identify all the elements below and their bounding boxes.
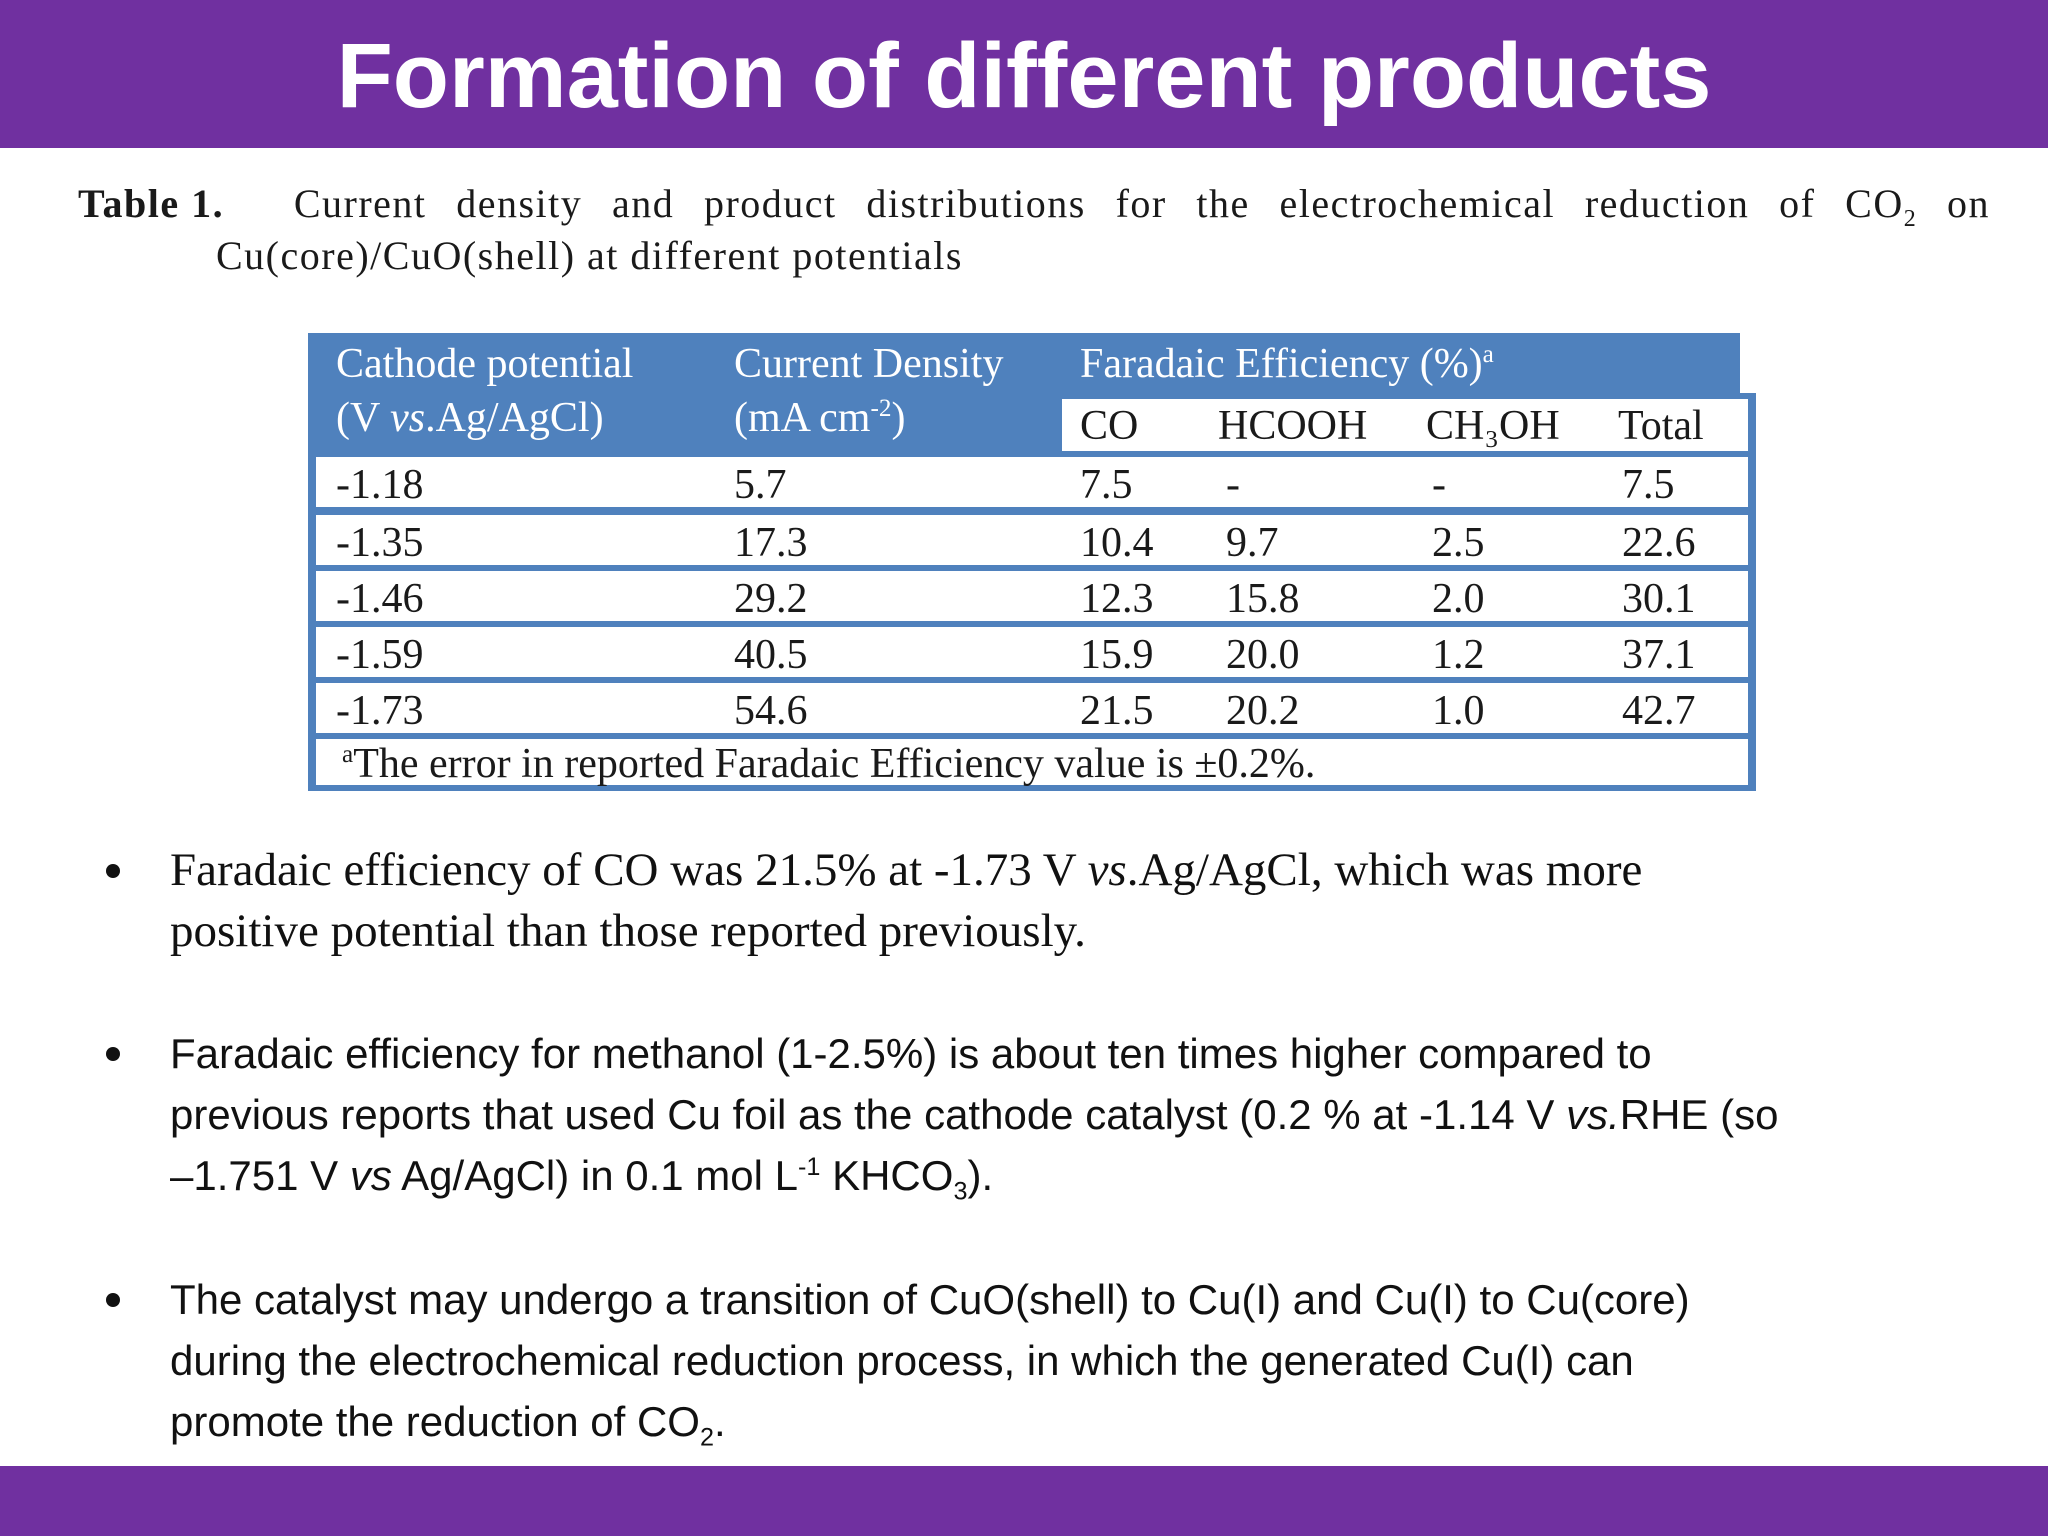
cell-density: 40.5 bbox=[734, 632, 808, 678]
bullet-text: Faradaic efficiency of CO was 21.5% at -… bbox=[170, 844, 1643, 957]
table-footnote: aThe error in reported Faradaic Efficien… bbox=[342, 741, 1316, 787]
cell-co: 7.5 bbox=[1080, 462, 1133, 508]
subheader-total: Total bbox=[1618, 403, 1704, 449]
cell-ch3oh: 2.0 bbox=[1432, 576, 1485, 622]
bullet-dot-icon bbox=[106, 1293, 120, 1307]
caption-word: the bbox=[1196, 181, 1250, 226]
cell-total: 30.1 bbox=[1622, 576, 1696, 622]
slide-title: Formation of different products bbox=[336, 25, 1712, 127]
cell-potential: -1.73 bbox=[336, 688, 424, 734]
bullet-dot-icon bbox=[106, 864, 120, 878]
cell-hcooh: 20.0 bbox=[1226, 632, 1300, 678]
cell-co: 15.9 bbox=[1080, 632, 1154, 678]
cell-ch3oh: - bbox=[1432, 462, 1446, 508]
cell-potential: -1.59 bbox=[336, 632, 424, 678]
caption-word-co: CO2 bbox=[1845, 181, 1918, 232]
cell-total: 7.5 bbox=[1622, 462, 1675, 508]
cell-total: 22.6 bbox=[1622, 520, 1696, 566]
cell-ch3oh: 1.0 bbox=[1432, 688, 1485, 734]
cell-co: 10.4 bbox=[1080, 520, 1154, 566]
cell-density: 5.7 bbox=[734, 462, 787, 508]
subheader-ch3oh: CH₃OH bbox=[1426, 403, 1560, 449]
bullet-text: The catalyst may undergo a transition of… bbox=[170, 1276, 1690, 1452]
table-row: -1.59 40.5 15.9 20.0 1.2 37.1 bbox=[308, 621, 1756, 679]
table-row: -1.18 5.7 7.5 - - 7.5 bbox=[308, 451, 1756, 509]
caption-line-1: Table 1. Current density and product dis… bbox=[78, 178, 1990, 232]
table-footnote-row: aThe error in reported Faradaic Efficien… bbox=[308, 733, 1756, 791]
table-row: -1.46 29.2 12.3 15.8 2.0 30.1 bbox=[308, 565, 1756, 623]
table-caption: Table 1. Current density and product dis… bbox=[78, 178, 1990, 282]
title-bar: Formation of different products bbox=[0, 0, 2048, 148]
cell-co: 12.3 bbox=[1080, 576, 1154, 622]
bottom-bar bbox=[0, 1466, 2048, 1536]
caption-word: density bbox=[456, 181, 583, 226]
caption-word: for bbox=[1115, 181, 1167, 226]
cell-potential: -1.35 bbox=[336, 520, 424, 566]
cell-hcooh: 9.7 bbox=[1226, 520, 1279, 566]
cell-hcooh: 20.2 bbox=[1226, 688, 1300, 734]
header-cathode-potential: Cathode potential (V vs.Ag/AgCl) bbox=[336, 341, 634, 441]
caption-word: Current bbox=[293, 181, 427, 226]
caption-word: and bbox=[611, 181, 675, 226]
header-current-density: Current Density (mA cm-2) bbox=[734, 341, 1004, 441]
cell-ch3oh: 1.2 bbox=[1432, 632, 1485, 678]
caption-word: on bbox=[1946, 181, 1990, 226]
bullet-text: Faradaic efficiency for methanol (1-2.5%… bbox=[170, 1030, 1779, 1206]
cell-ch3oh: 2.5 bbox=[1432, 520, 1485, 566]
caption-label: Table 1. bbox=[78, 181, 225, 226]
cell-co: 21.5 bbox=[1080, 688, 1154, 734]
caption-word: of bbox=[1779, 181, 1816, 226]
cell-total: 42.7 bbox=[1622, 688, 1696, 734]
results-table: Cathode potential (V vs.Ag/AgCl) Current… bbox=[308, 333, 1756, 791]
table-row: -1.35 17.3 10.4 9.7 2.5 22.6 bbox=[308, 509, 1756, 567]
subheader-co: CO bbox=[1080, 403, 1139, 449]
cell-potential: -1.46 bbox=[336, 576, 424, 622]
cell-density: 29.2 bbox=[734, 576, 808, 622]
caption-line-2: Cu(core)/CuO(shell) at different potenti… bbox=[216, 233, 963, 278]
subheader-hcooh: HCOOH bbox=[1218, 403, 1368, 449]
table-subheader-bg bbox=[1062, 399, 1748, 451]
table-row: -1.73 54.6 21.5 20.2 1.0 42.7 bbox=[308, 677, 1756, 735]
header-faradaic-efficiency: Faradaic Efficiency (%)a bbox=[1080, 341, 1494, 387]
cell-hcooh: 15.8 bbox=[1226, 576, 1300, 622]
cell-hcooh: - bbox=[1226, 462, 1240, 508]
caption-word: product bbox=[703, 181, 837, 226]
cell-density: 17.3 bbox=[734, 520, 808, 566]
caption-word: distributions bbox=[866, 181, 1086, 226]
bullet-dot-icon bbox=[106, 1047, 120, 1061]
cell-potential: -1.18 bbox=[336, 462, 424, 508]
cell-density: 54.6 bbox=[734, 688, 808, 734]
caption-word: reduction bbox=[1584, 181, 1750, 226]
caption-word: electrochemical bbox=[1279, 181, 1556, 226]
cell-total: 37.1 bbox=[1622, 632, 1696, 678]
